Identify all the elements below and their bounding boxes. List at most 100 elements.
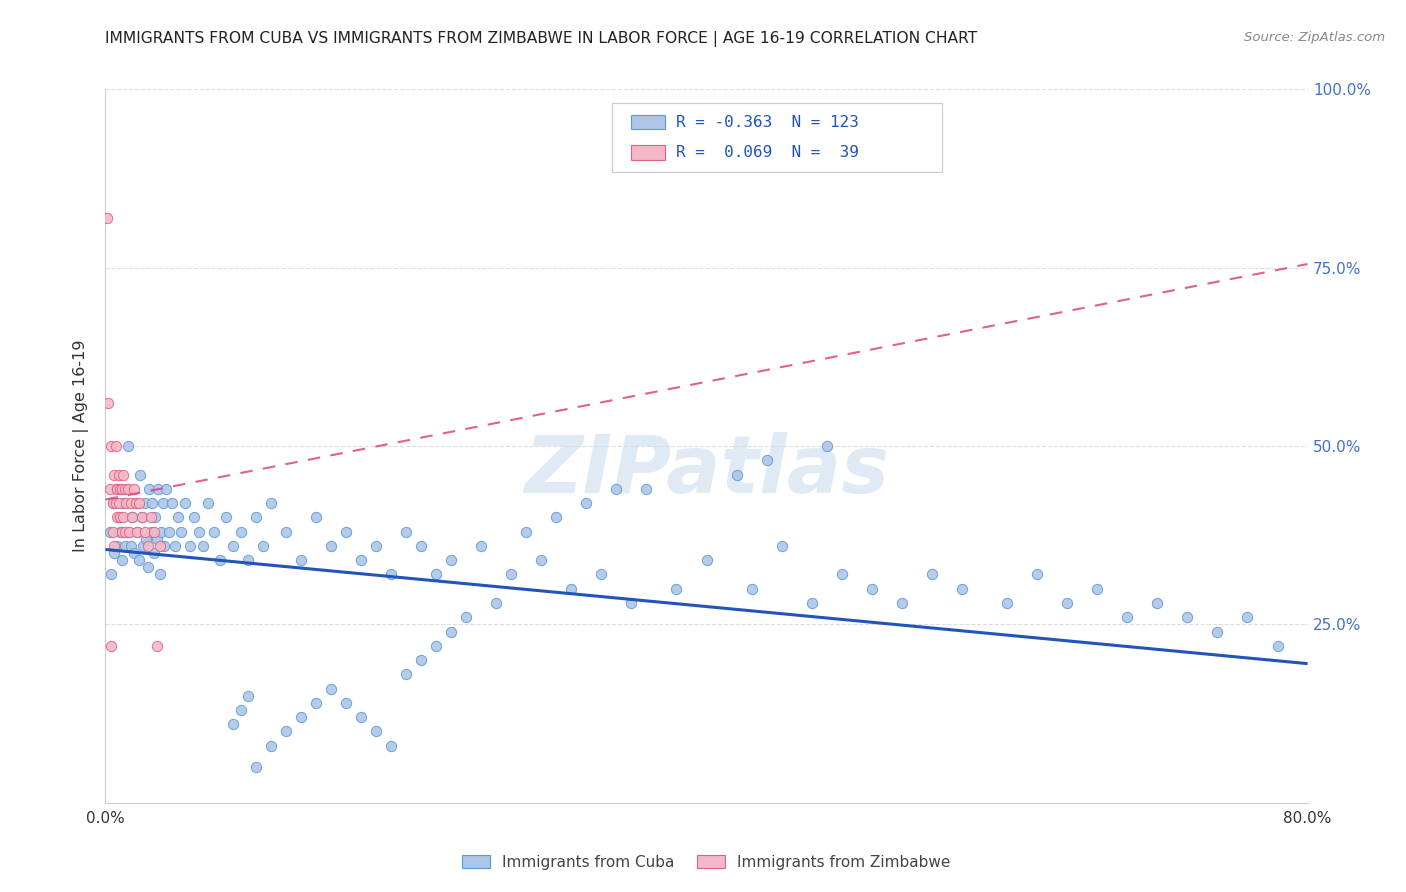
Point — [350, 710, 373, 724]
Point — [98, 482, 121, 496]
Point — [380, 567, 402, 582]
Point — [546, 510, 568, 524]
Point — [696, 553, 718, 567]
Point — [141, 496, 163, 510]
Point — [183, 510, 205, 524]
Point — [305, 510, 328, 524]
Point — [530, 553, 553, 567]
Point — [150, 524, 173, 539]
Point — [155, 482, 177, 496]
Point — [120, 539, 142, 553]
Point — [755, 453, 778, 467]
Point — [290, 710, 312, 724]
Point — [139, 510, 162, 524]
Point — [145, 639, 167, 653]
Point — [1146, 596, 1168, 610]
Point — [1085, 582, 1108, 596]
Point — [921, 567, 943, 582]
Point — [174, 496, 197, 510]
Point — [124, 496, 146, 510]
Point — [132, 539, 155, 553]
Point — [395, 524, 418, 539]
Point — [770, 539, 793, 553]
Point — [245, 760, 267, 774]
Point — [146, 482, 169, 496]
Point — [364, 724, 387, 739]
Point — [112, 496, 135, 510]
Point — [665, 582, 688, 596]
Point — [104, 496, 127, 510]
Point — [129, 467, 152, 482]
Point — [101, 496, 124, 510]
Point — [101, 496, 124, 510]
Point — [274, 724, 297, 739]
Point — [111, 524, 134, 539]
Point — [134, 496, 156, 510]
Point — [111, 553, 134, 567]
Point — [135, 532, 157, 546]
Point — [110, 524, 132, 539]
Text: R = -0.363  N = 123: R = -0.363 N = 123 — [676, 115, 859, 129]
Point — [741, 582, 763, 596]
Point — [620, 596, 643, 610]
Point — [1206, 624, 1229, 639]
Point — [110, 510, 132, 524]
Point — [136, 560, 159, 574]
Point — [115, 482, 138, 496]
Point — [107, 539, 129, 553]
Point — [636, 482, 658, 496]
Point — [138, 482, 160, 496]
Point — [139, 524, 162, 539]
Point — [114, 482, 136, 496]
Point — [120, 496, 142, 510]
Point — [591, 567, 613, 582]
Point — [409, 539, 432, 553]
Point — [950, 582, 973, 596]
Point — [350, 553, 373, 567]
Point — [111, 482, 134, 496]
Point — [1236, 610, 1258, 624]
Point — [112, 510, 135, 524]
Point — [501, 567, 523, 582]
Point — [364, 539, 387, 553]
Point — [440, 553, 463, 567]
Point — [454, 610, 477, 624]
Point — [125, 524, 148, 539]
Point — [1175, 610, 1198, 624]
Point — [117, 482, 139, 496]
Point — [121, 510, 143, 524]
Point — [117, 439, 139, 453]
Point — [125, 524, 148, 539]
Point — [335, 524, 357, 539]
Point — [100, 439, 122, 453]
Point — [725, 467, 748, 482]
Point — [319, 681, 342, 696]
Point — [470, 539, 492, 553]
Point — [97, 396, 120, 410]
Point — [122, 546, 145, 560]
Point — [110, 482, 132, 496]
Point — [114, 524, 136, 539]
Point — [136, 539, 159, 553]
Point — [104, 439, 127, 453]
Point — [191, 539, 214, 553]
Point — [245, 510, 267, 524]
Point — [100, 639, 122, 653]
Point — [831, 567, 853, 582]
Text: IMMIGRANTS FROM CUBA VS IMMIGRANTS FROM ZIMBABWE IN LABOR FORCE | AGE 16-19 CORR: IMMIGRANTS FROM CUBA VS IMMIGRANTS FROM … — [105, 31, 977, 47]
Point — [1116, 610, 1139, 624]
Point — [134, 524, 156, 539]
Point — [290, 553, 312, 567]
Point — [103, 546, 125, 560]
Point — [1056, 596, 1078, 610]
Point — [118, 524, 141, 539]
Point — [197, 496, 219, 510]
Point — [890, 596, 912, 610]
Point — [440, 624, 463, 639]
Point — [238, 553, 260, 567]
Point — [101, 524, 124, 539]
Point — [208, 553, 231, 567]
Point — [108, 510, 131, 524]
Point — [103, 467, 125, 482]
Point — [163, 539, 186, 553]
